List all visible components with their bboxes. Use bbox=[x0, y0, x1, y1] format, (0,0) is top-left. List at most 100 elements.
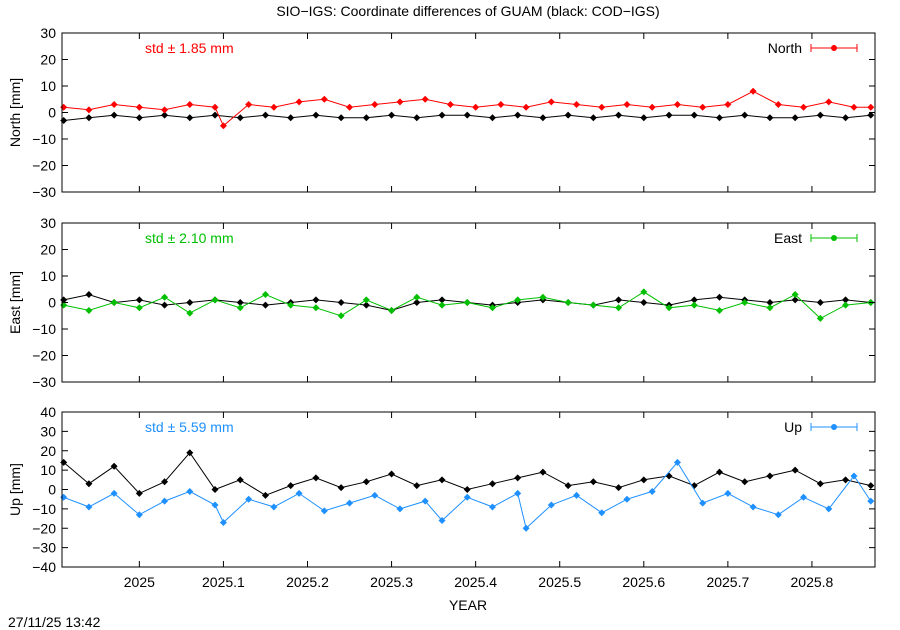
data-point bbox=[564, 111, 572, 119]
data-point bbox=[715, 293, 723, 301]
data-point bbox=[236, 476, 244, 484]
data-point bbox=[186, 449, 194, 457]
y-tick-label: −20 bbox=[32, 520, 56, 536]
data-point bbox=[312, 304, 320, 312]
y-axis-label: East [mm] bbox=[7, 271, 23, 334]
x-axis-label: YEAR bbox=[449, 597, 487, 613]
data-point bbox=[791, 114, 799, 122]
data-point bbox=[640, 299, 648, 306]
data-point bbox=[539, 468, 547, 476]
data-point bbox=[514, 474, 522, 482]
data-point bbox=[573, 491, 581, 499]
reference-series bbox=[60, 111, 875, 124]
data-point bbox=[488, 480, 496, 488]
data-point bbox=[488, 304, 496, 312]
data-point bbox=[842, 114, 850, 122]
data-point bbox=[640, 114, 648, 122]
data-point bbox=[413, 114, 421, 122]
legend-marker bbox=[831, 235, 837, 241]
data-point bbox=[337, 312, 345, 320]
data-point bbox=[774, 511, 782, 519]
data-point bbox=[135, 511, 143, 519]
y-tick-label: 40 bbox=[40, 404, 56, 420]
std-label: std ± 2.10 mm bbox=[145, 230, 234, 246]
data-point bbox=[791, 466, 799, 474]
data-point bbox=[295, 98, 303, 106]
data-point bbox=[85, 503, 93, 511]
x-tick-label: 2025.4 bbox=[454, 574, 497, 590]
data-point bbox=[816, 314, 824, 322]
chart-title: SIO−IGS: Coordinate differences of GUAM … bbox=[276, 3, 659, 19]
data-point bbox=[488, 503, 496, 511]
data-point bbox=[270, 503, 278, 511]
data-point bbox=[463, 111, 471, 119]
data-point bbox=[842, 476, 850, 484]
x-tick-label: 2025 bbox=[124, 574, 155, 590]
data-point bbox=[413, 299, 421, 306]
data-point bbox=[648, 487, 656, 495]
data-point bbox=[816, 111, 824, 119]
data-point bbox=[438, 301, 446, 309]
data-point bbox=[388, 111, 396, 119]
data-point bbox=[161, 111, 169, 119]
data-point bbox=[245, 101, 253, 109]
y-axis-label: North [mm] bbox=[7, 78, 23, 147]
data-point bbox=[287, 482, 295, 490]
data-point bbox=[615, 296, 623, 304]
data-point bbox=[320, 507, 328, 515]
data-point bbox=[791, 291, 799, 299]
data-point bbox=[615, 484, 623, 492]
data-point bbox=[211, 296, 219, 304]
data-point bbox=[135, 489, 143, 497]
data-point bbox=[161, 106, 169, 114]
data-point bbox=[362, 296, 370, 304]
data-point bbox=[245, 495, 253, 503]
legend-label: North bbox=[768, 40, 802, 56]
x-tick-label: 2025.3 bbox=[370, 574, 413, 590]
y-tick-label: −20 bbox=[32, 348, 56, 364]
data-point bbox=[438, 296, 446, 304]
data-point bbox=[371, 491, 379, 499]
data-point bbox=[623, 495, 631, 503]
data-point bbox=[699, 499, 707, 507]
data-point bbox=[396, 505, 404, 513]
data-point bbox=[741, 111, 749, 119]
data-point bbox=[110, 111, 118, 119]
data-point bbox=[219, 122, 227, 130]
std-label: std ± 5.59 mm bbox=[145, 419, 234, 435]
data-point bbox=[186, 114, 194, 122]
data-point bbox=[287, 114, 295, 122]
east-series bbox=[60, 288, 875, 322]
data-point bbox=[236, 114, 244, 122]
y-tick-label: −10 bbox=[32, 321, 56, 337]
data-point bbox=[438, 111, 446, 119]
data-point bbox=[337, 484, 345, 492]
data-point bbox=[867, 111, 875, 119]
legend: East bbox=[774, 230, 858, 246]
data-point bbox=[522, 524, 530, 532]
up-series bbox=[60, 458, 875, 532]
data-point bbox=[749, 87, 757, 95]
data-point bbox=[371, 101, 379, 109]
y-tick-label: 20 bbox=[40, 443, 56, 459]
data-point bbox=[648, 103, 656, 111]
timestamp: 27/11/25 13:42 bbox=[8, 614, 101, 630]
data-point bbox=[186, 487, 194, 495]
data-point bbox=[665, 472, 673, 480]
data-point bbox=[598, 103, 606, 111]
panels: −30 −20 −10 0 10 20 30 North [mm] std ± 1.85 mm N… bbox=[7, 25, 876, 590]
data-point bbox=[337, 299, 345, 306]
data-point bbox=[766, 304, 774, 312]
x-tick-label: 2025.7 bbox=[706, 574, 749, 590]
y-tick-label: 0 bbox=[48, 482, 56, 498]
data-point bbox=[564, 482, 572, 490]
data-point bbox=[161, 478, 169, 486]
data-point bbox=[135, 114, 143, 122]
y-tick-label: −30 bbox=[32, 184, 56, 200]
data-point bbox=[816, 299, 824, 306]
data-point bbox=[446, 101, 454, 109]
data-point bbox=[615, 111, 623, 119]
data-point bbox=[236, 304, 244, 312]
std-label: std ± 1.85 mm bbox=[145, 40, 234, 56]
data-point bbox=[766, 114, 774, 122]
